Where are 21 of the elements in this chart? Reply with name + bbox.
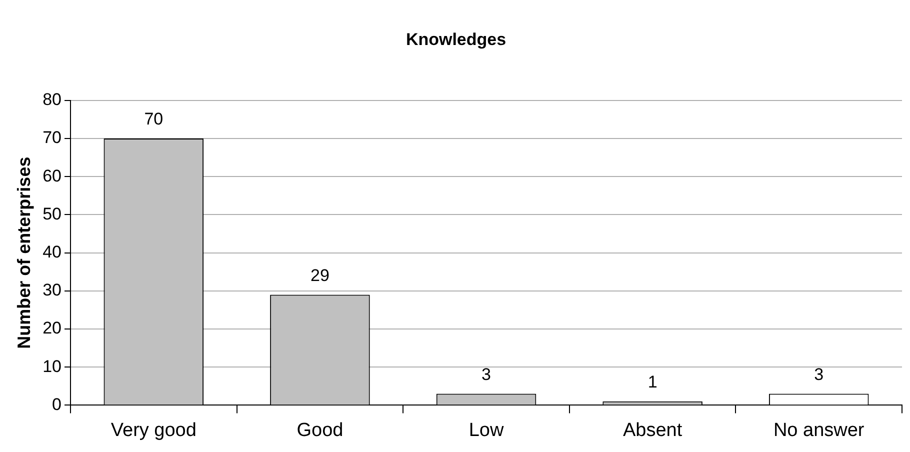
chart-title: Knowledges — [406, 30, 506, 49]
y-tick-label: 10 — [42, 356, 62, 376]
data-label: 1 — [648, 372, 658, 392]
data-label: 3 — [482, 364, 491, 384]
data-label: 3 — [814, 364, 824, 384]
y-tick-label: 60 — [42, 166, 62, 186]
y-tick-label: 80 — [42, 90, 62, 110]
y-tick-label: 40 — [42, 242, 62, 262]
x-tick-label: Absent — [622, 420, 683, 441]
data-label: 70 — [144, 110, 164, 129]
x-tick-label: No answer — [773, 420, 865, 441]
x-tick-label: Very good — [110, 420, 196, 441]
y-tick-label: 20 — [42, 318, 62, 338]
y-axis-title: Number of enterprises — [14, 156, 34, 349]
x-tick-label: Good — [296, 420, 344, 441]
x-tick-label: Low — [468, 420, 504, 441]
y-tick-label: 50 — [42, 204, 62, 224]
y-tick-label: 0 — [52, 394, 62, 414]
y-tick-label: 30 — [42, 280, 62, 300]
data-label: 29 — [310, 266, 330, 285]
y-tick-label: 70 — [42, 128, 62, 148]
